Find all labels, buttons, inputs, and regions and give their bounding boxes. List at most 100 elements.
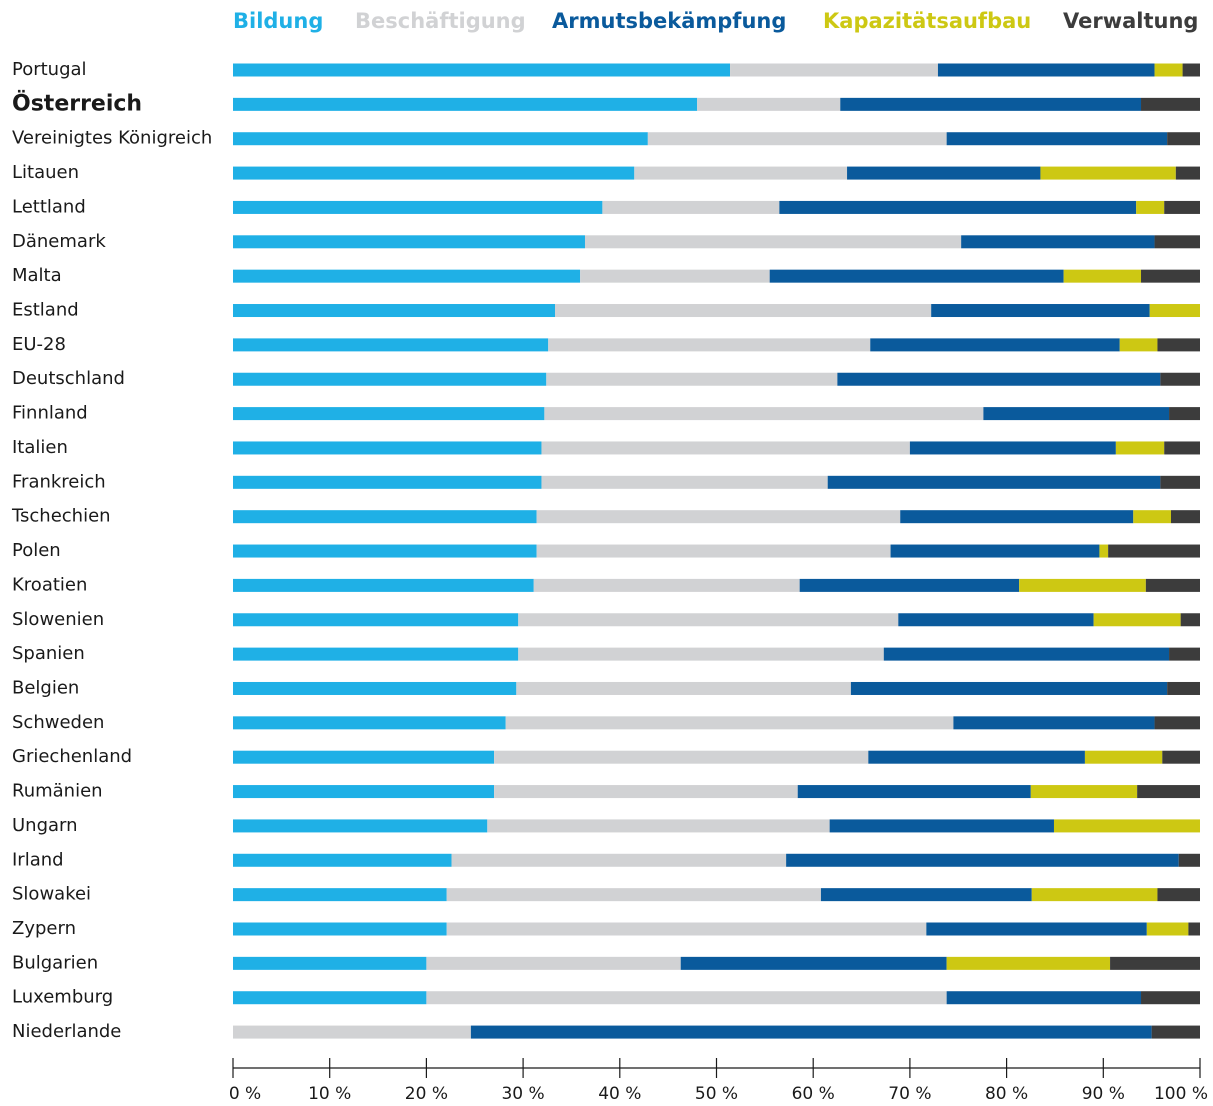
bar-segment (516, 681, 851, 695)
bar-segment (1053, 819, 1200, 833)
bar-segment (961, 235, 1155, 249)
bar-segment (487, 819, 830, 833)
bar-segment (1146, 922, 1189, 936)
bar-segment (909, 441, 1116, 455)
bar-segment (1030, 785, 1138, 799)
y-tick-label: Ungarn (12, 815, 78, 836)
bar-segment (233, 956, 427, 970)
bar-segment (233, 407, 545, 421)
bar-segment (536, 510, 901, 524)
y-tick-label: Polen (12, 540, 61, 561)
bar-segment (1167, 132, 1200, 146)
y-tick-label: Tschechien (11, 506, 111, 527)
y-tick-label: Kroatien (12, 574, 87, 595)
bar-segment (769, 269, 1064, 283)
bar-segment (1160, 475, 1200, 489)
bar-segment (546, 372, 838, 386)
bar-segment (1084, 750, 1163, 764)
x-tick-label: 40 % (598, 1084, 641, 1104)
bar-segment (1133, 510, 1171, 524)
bar-segment (898, 613, 1094, 627)
bar-segment (233, 853, 452, 867)
x-tick-label: 50 % (695, 1084, 738, 1104)
bar-segment (1145, 578, 1200, 592)
bar-segment (233, 372, 547, 386)
bar-segment (1141, 269, 1200, 283)
y-tick-label: Niederlande (12, 1021, 121, 1042)
bar-segment (868, 750, 1085, 764)
bar-segment (533, 578, 800, 592)
y-tick-label: Luxemburg (12, 987, 113, 1008)
bar-segment (1160, 372, 1200, 386)
bar-segment (983, 407, 1170, 421)
bar-segment (233, 132, 648, 146)
bar-segment (1063, 269, 1142, 283)
bar-segment (536, 544, 891, 558)
bar-segment (883, 647, 1170, 661)
bar-segment (634, 166, 848, 180)
bar-segment (233, 475, 542, 489)
y-tick-label: EU-28 (12, 334, 66, 355)
bar-segment (580, 269, 770, 283)
y-tick-label: Schweden (12, 712, 104, 733)
bar-segment (544, 407, 984, 421)
y-tick-label: Belgien (12, 677, 79, 698)
bar-segment (505, 716, 954, 730)
bar-segment (233, 750, 495, 764)
bar-segment (233, 269, 581, 283)
bar-segment (1175, 166, 1200, 180)
bar-segment (233, 304, 556, 318)
bar-segment (937, 63, 1155, 77)
bar-segment (1154, 235, 1200, 249)
bar-segment (1188, 922, 1200, 936)
bar-segment (426, 991, 947, 1005)
bar-segment (233, 166, 635, 180)
bar-segment (1169, 647, 1200, 661)
bar-segment (1108, 544, 1200, 558)
bar-segment (1154, 716, 1200, 730)
y-tick-label: Griechenland (12, 746, 132, 767)
bar-segment (1119, 338, 1158, 352)
bar-segment (494, 785, 798, 799)
bar-segment (470, 1025, 1152, 1039)
x-tick-label: 80 % (985, 1084, 1028, 1104)
y-tick-label: Spanien (12, 643, 85, 664)
x-tick-label: 70 % (888, 1084, 931, 1104)
bar-segment (426, 956, 681, 970)
y-tick-label: Slowenien (12, 609, 104, 630)
bar-segment (926, 922, 1147, 936)
bar-segment (799, 578, 1020, 592)
bar-segment (233, 200, 603, 214)
bar-segment (233, 922, 447, 936)
x-tick-label: 0 % (229, 1084, 261, 1104)
x-tick-label: 10 % (308, 1084, 351, 1104)
bar-segment (1093, 613, 1181, 627)
bar-segment (446, 888, 821, 902)
bar-segment (541, 475, 828, 489)
bar-segment (847, 166, 1041, 180)
bar-segment (541, 441, 910, 455)
bar-segment (233, 544, 537, 558)
bar-segment (1157, 338, 1200, 352)
bar-segment (931, 304, 1150, 318)
bar-segment (494, 750, 869, 764)
legend-label: Bildung (233, 9, 323, 33)
bar-segment (1031, 888, 1158, 902)
bar-segment (233, 888, 447, 902)
bar-segment (233, 613, 519, 627)
bar-segment (1019, 578, 1146, 592)
y-tick-label: Estland (12, 300, 79, 321)
x-tick-label: 20 % (405, 1084, 448, 1104)
bar-segment (946, 991, 1142, 1005)
bar-segment (779, 200, 1137, 214)
bar-segment (233, 785, 495, 799)
bar-segment (233, 1025, 471, 1039)
bar-segment (1141, 97, 1200, 111)
legend-label: Beschäftigung (355, 9, 526, 33)
y-tick-label: Zypern (12, 918, 76, 939)
bar-segment (233, 578, 534, 592)
x-tick-label: 90 % (1082, 1084, 1125, 1104)
x-tick-label: 100 % (1154, 1084, 1208, 1104)
y-tick-label: Italien (12, 437, 68, 458)
bar-segment (233, 819, 488, 833)
